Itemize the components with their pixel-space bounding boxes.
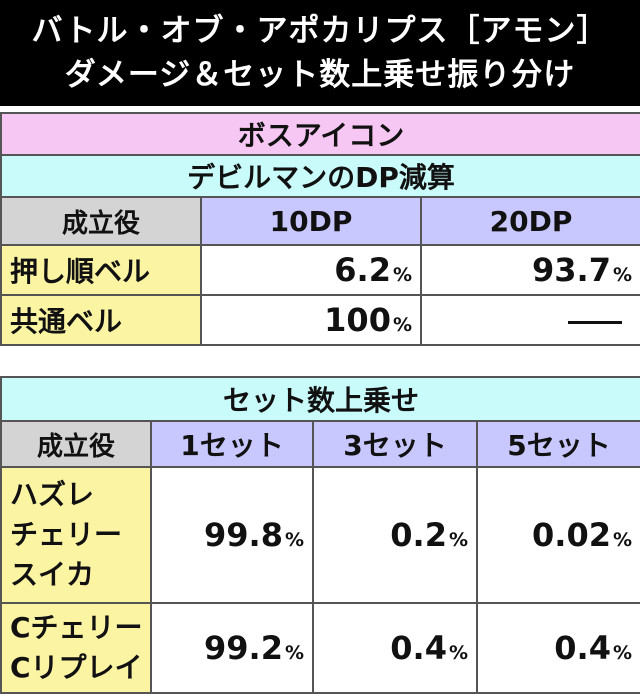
role-cell: 押し順ベル bbox=[0, 244, 202, 296]
table-row: Cチェリー Cリプレイ 99.2% 0.4% 0.4% bbox=[0, 602, 640, 694]
role-label: Cリプレイ bbox=[10, 651, 143, 684]
role-label: ハズレ bbox=[10, 478, 95, 511]
percent-sign: % bbox=[448, 642, 468, 664]
role-cell: Cチェリー Cリプレイ bbox=[0, 602, 152, 694]
value-cell bbox=[420, 294, 640, 346]
value-cell: 93.7% bbox=[420, 244, 640, 296]
percent-sign: % bbox=[612, 529, 633, 551]
value-number: 100 bbox=[324, 301, 391, 339]
value-number: 0.02 bbox=[532, 516, 611, 554]
role-cell: 共通ベル bbox=[0, 294, 202, 346]
column-header-3set: 3セット bbox=[312, 420, 478, 468]
value-cell: 100% bbox=[200, 294, 422, 346]
column-header-role: 成立役 bbox=[0, 420, 152, 468]
value-cell: 0.02% bbox=[475, 466, 640, 604]
dp-section-header-row: デビルマンのDP減算 bbox=[0, 154, 640, 198]
value-number: 93.7 bbox=[532, 251, 611, 289]
percent-sign: % bbox=[612, 642, 633, 664]
value-cell: 0.4% bbox=[475, 602, 640, 694]
percent-sign: % bbox=[448, 529, 468, 551]
value-number: 6.2 bbox=[334, 251, 391, 289]
percent-sign: % bbox=[284, 529, 304, 551]
dp-reduction-table: ボスアイコン デビルマンのDP減算 成立役 10DP 20DP 押し順ベル 6.… bbox=[0, 112, 640, 346]
dp-column-header-row: 成立役 10DP 20DP bbox=[0, 196, 640, 246]
value-cell: 99.8% bbox=[150, 466, 314, 604]
value-number: 0.2 bbox=[390, 516, 447, 554]
role-label: スイカ bbox=[10, 558, 95, 591]
value-cell: 99.2% bbox=[150, 602, 314, 694]
value-cell: 0.2% bbox=[312, 466, 478, 604]
set-column-header-row: 成立役 1セット 3セット 5セット bbox=[0, 420, 640, 468]
table-row: ハズレ チェリー スイカ 99.8% 0.2% 0.02% bbox=[0, 466, 640, 604]
dp-section-header: デビルマンのDP減算 bbox=[0, 154, 640, 198]
title-line-2: ダメージ＆セット数上乗せ振り分け bbox=[64, 57, 576, 93]
boss-icon-header: ボスアイコン bbox=[0, 112, 640, 156]
column-header-role: 成立役 bbox=[0, 196, 202, 246]
column-header-20dp: 20DP bbox=[420, 196, 640, 246]
percent-sign: % bbox=[392, 314, 412, 336]
value-number: 0.4 bbox=[390, 629, 447, 667]
role-label: Cチェリー bbox=[10, 611, 143, 644]
set-section-header-row: セット数上乗せ bbox=[0, 376, 640, 422]
set-stock-table: セット数上乗せ 成立役 1セット 3セット 5セット ハズレ チェリー スイカ … bbox=[0, 376, 640, 694]
dash-icon bbox=[568, 320, 622, 324]
column-header-5set: 5セット bbox=[475, 420, 640, 468]
role-label: チェリー bbox=[10, 518, 123, 551]
percent-sign: % bbox=[392, 264, 412, 286]
value-cell: 0.4% bbox=[312, 602, 478, 694]
value-number: 0.4 bbox=[554, 629, 611, 667]
percent-sign: % bbox=[612, 264, 632, 286]
percent-sign: % bbox=[284, 642, 304, 664]
value-number: 99.8 bbox=[204, 516, 283, 554]
page-title: バトル・オブ・アポカリプス［アモン］ ダメージ＆セット数上乗せ振り分け bbox=[0, 0, 640, 106]
table-row: 共通ベル 100% bbox=[0, 294, 640, 346]
boss-icon-header-row: ボスアイコン bbox=[0, 112, 640, 156]
table-row: 押し順ベル 6.2% 93.7% bbox=[0, 244, 640, 296]
column-header-1set: 1セット bbox=[150, 420, 314, 468]
value-number: 99.2 bbox=[204, 629, 283, 667]
value-cell: 6.2% bbox=[200, 244, 422, 296]
title-line-1: バトル・オブ・アポカリプス［アモン］ bbox=[31, 13, 609, 49]
column-header-10dp: 10DP bbox=[200, 196, 422, 246]
set-section-header: セット数上乗せ bbox=[0, 376, 640, 422]
role-cell: ハズレ チェリー スイカ bbox=[0, 466, 152, 604]
